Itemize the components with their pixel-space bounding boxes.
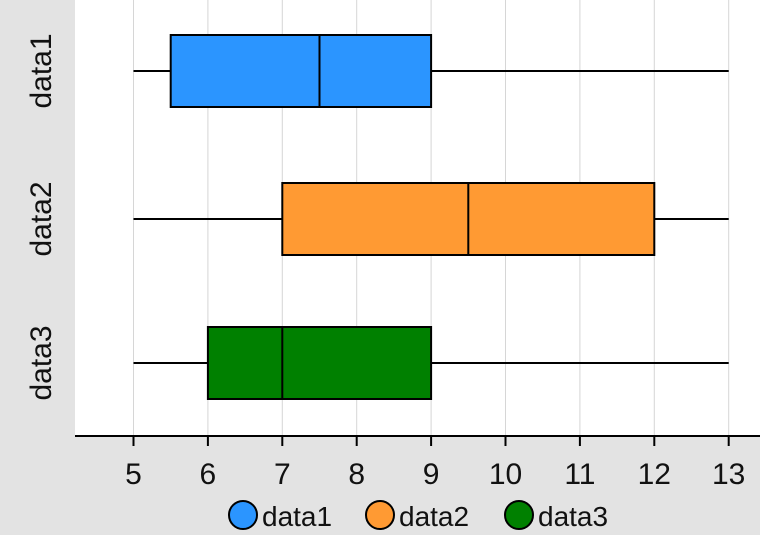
legend-item-data3: data3 bbox=[504, 500, 608, 532]
box-data1 bbox=[133, 34, 729, 108]
legend-swatch-data2 bbox=[365, 500, 395, 530]
tick-label-11: 11 bbox=[564, 458, 595, 491]
category-label-data1: data1 bbox=[25, 33, 58, 108]
tick-label-7: 7 bbox=[274, 458, 291, 491]
box-data3 bbox=[133, 326, 729, 400]
tick-label-6: 6 bbox=[200, 458, 217, 491]
legend-label-data1: data1 bbox=[262, 501, 332, 532]
legend-swatch-data3 bbox=[504, 500, 534, 530]
iqr-box-data1 bbox=[169, 34, 433, 108]
tick-label-10: 10 bbox=[489, 458, 522, 491]
x-axis-ticks: 5 6 7 8 9 10 11 12 13 bbox=[125, 436, 745, 491]
legend-swatch-data1 bbox=[228, 500, 258, 530]
legend-item-data1: data1 bbox=[228, 500, 332, 532]
legend-label-data2: data2 bbox=[399, 501, 469, 532]
box-data2 bbox=[133, 182, 729, 256]
iqr-box-data3 bbox=[206, 326, 433, 400]
tick-label-12: 12 bbox=[638, 458, 671, 491]
category-label-data3: data3 bbox=[25, 325, 58, 400]
category-labels: data1 data2 data3 bbox=[25, 33, 58, 400]
category-label-data2: data2 bbox=[25, 181, 58, 256]
legend-item-data2: data2 bbox=[365, 500, 469, 532]
legend: data1 data2 data3 bbox=[228, 500, 608, 532]
legend-label-data3: data3 bbox=[538, 501, 608, 532]
tick-label-13: 13 bbox=[712, 458, 745, 491]
tick-label-5: 5 bbox=[125, 458, 142, 491]
tick-label-9: 9 bbox=[423, 458, 440, 491]
box-series bbox=[133, 34, 729, 400]
tick-label-8: 8 bbox=[348, 458, 365, 491]
